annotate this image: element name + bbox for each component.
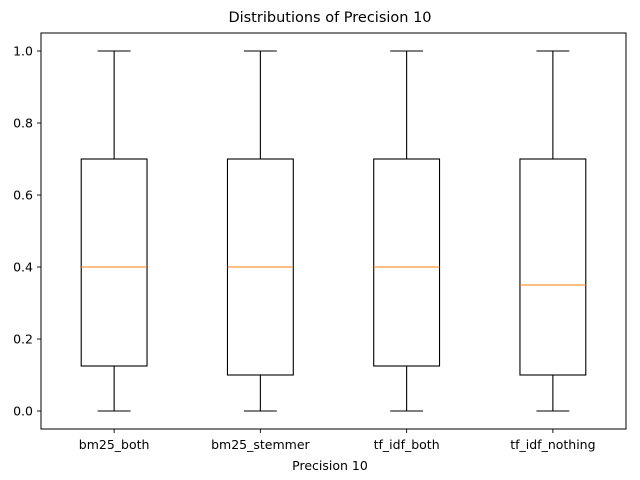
x-axis-label: Precision 10	[292, 458, 368, 473]
x-tick-label: tf_idf_nothing	[510, 437, 595, 452]
box-iqr	[519, 158, 587, 376]
box-iqr	[80, 158, 148, 367]
x-tick-label: tf_idf_both	[374, 437, 440, 452]
box-iqr	[373, 158, 441, 367]
y-tick-label: 1.0	[13, 44, 33, 59]
plot-area: bm25_both bm25_stemmer tf_idf_both tf_idf_n…	[13, 32, 627, 452]
y-tick-label: 0.8	[13, 116, 33, 131]
y-tick-label: 0.2	[13, 332, 33, 347]
y-tick-label: 0.4	[13, 260, 33, 275]
x-tick-label: bm25_both	[79, 437, 150, 452]
plot-frame	[40, 32, 627, 430]
y-tick-label: 0.6	[13, 188, 33, 203]
y-tick-label: 0.0	[13, 404, 33, 419]
x-tick-label: bm25_stemmer	[211, 437, 310, 452]
chart-title: Distributions of Precision 10	[228, 10, 431, 26]
